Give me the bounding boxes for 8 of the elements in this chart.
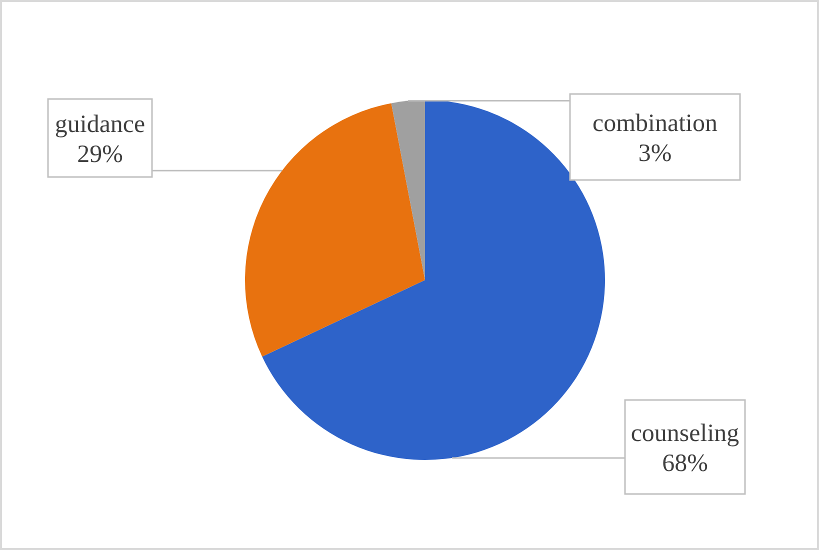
slice-label: guidance — [54, 111, 146, 138]
data-label: 68% — [662, 450, 708, 477]
data-label: 3% — [638, 140, 672, 167]
pie-slice — [391, 100, 425, 280]
slice-label: counseling — [630, 420, 740, 447]
pie-slice — [245, 103, 425, 357]
data-label: 29% — [77, 141, 123, 168]
slice-label: combination — [592, 110, 718, 137]
